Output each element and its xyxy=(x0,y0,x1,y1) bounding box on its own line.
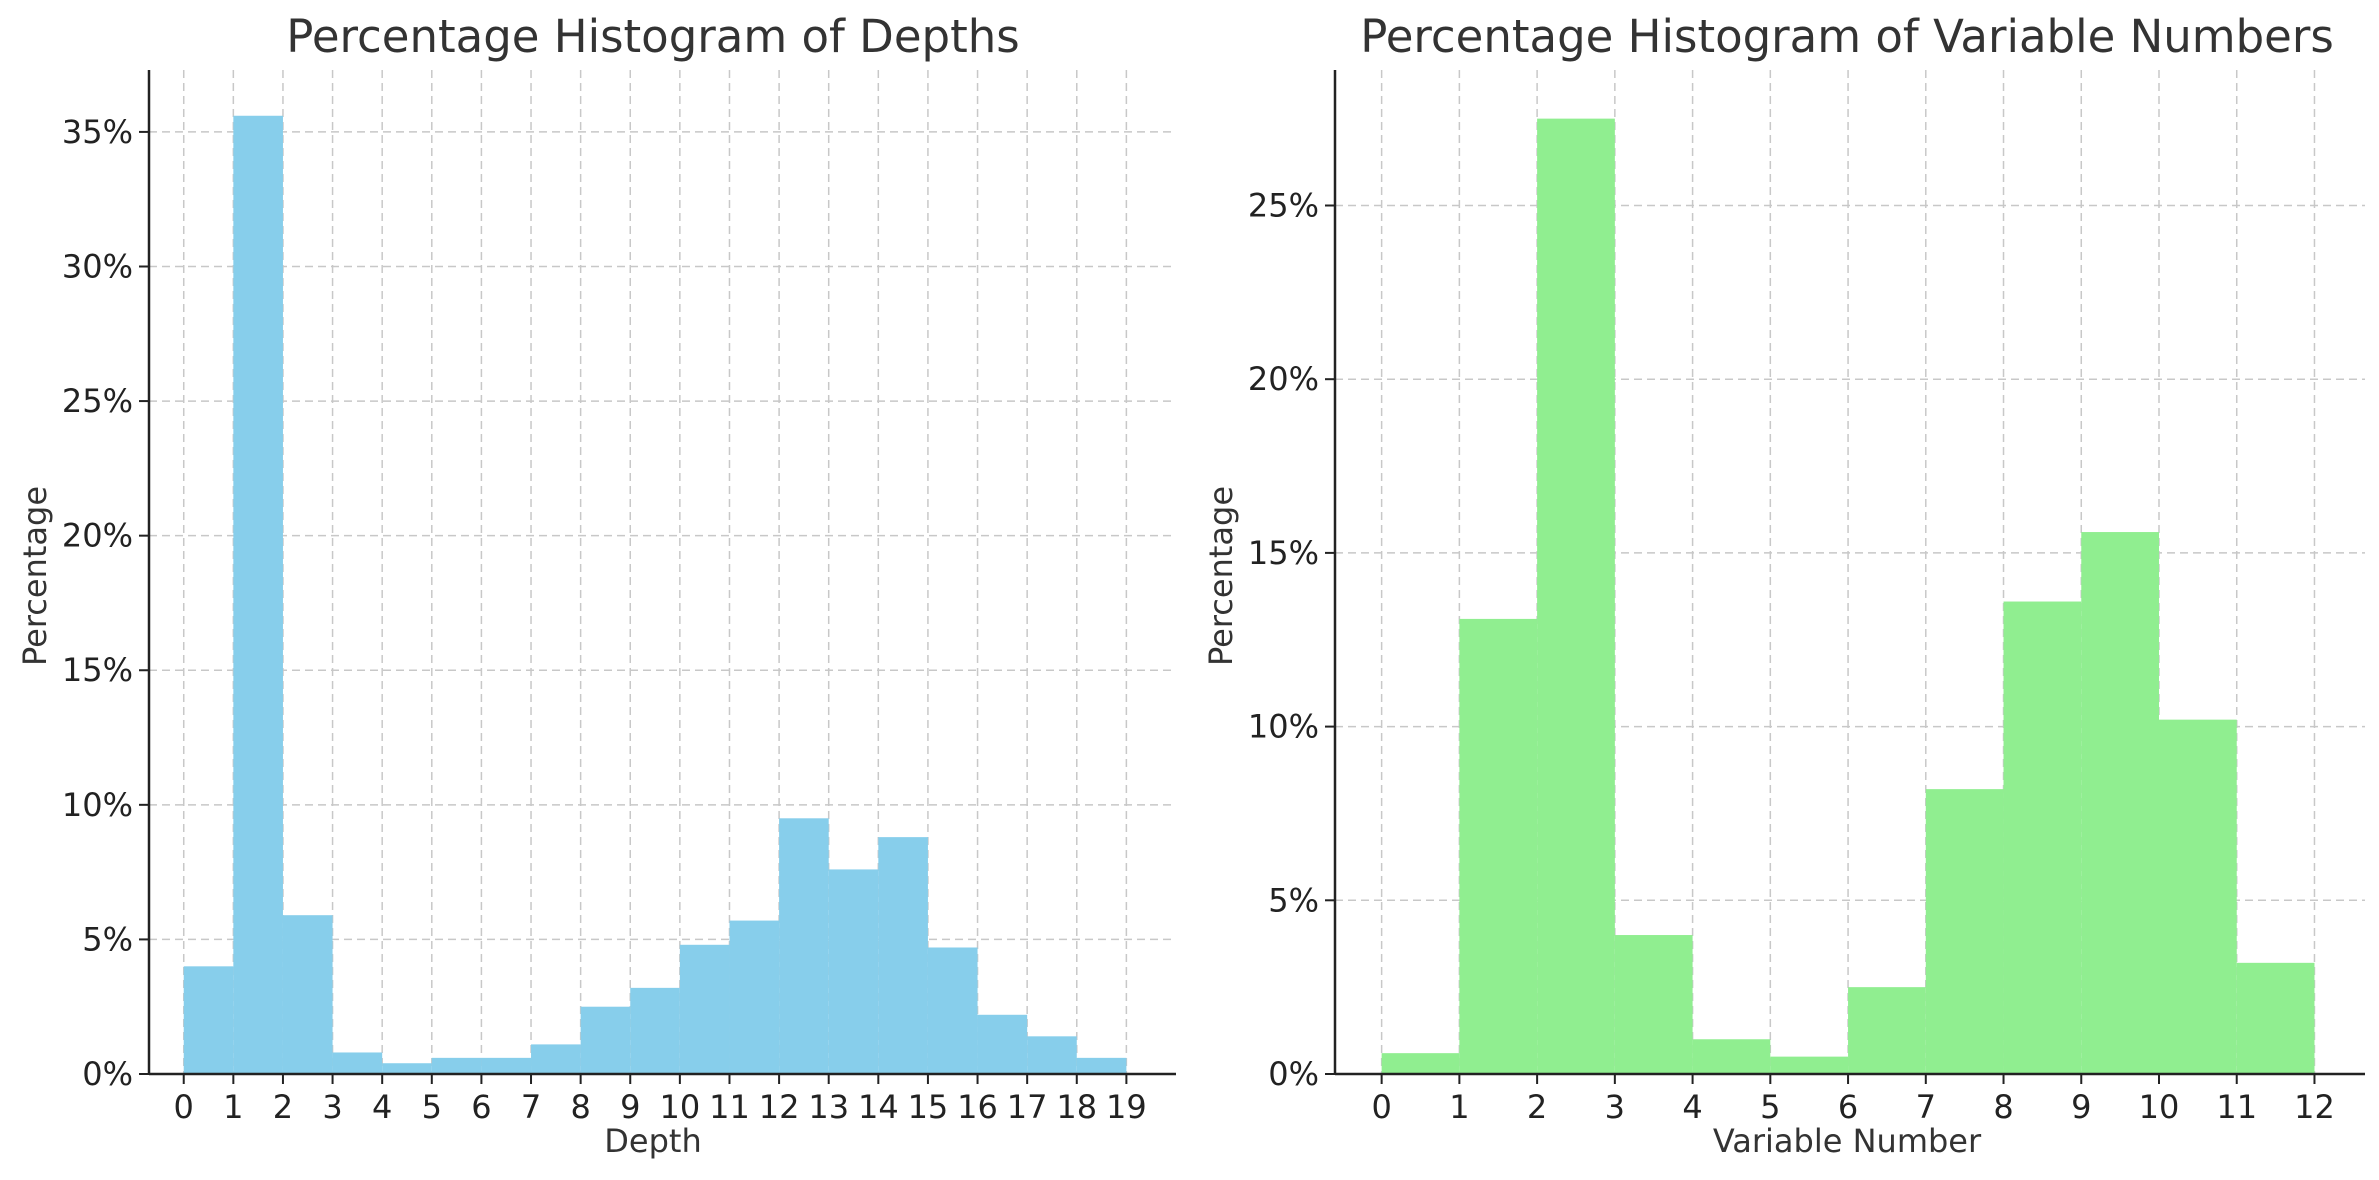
variable-number-x-tick-label: 8 xyxy=(1993,1088,2013,1126)
depth-x-axis-label: Depth xyxy=(604,1122,701,1160)
variable-number-y-tick-label: 15% xyxy=(1248,534,1319,572)
variable-number-x-tick-label: 6 xyxy=(1838,1088,1858,1126)
depth-x-tick-label: 14 xyxy=(858,1088,899,1126)
variable-number-bar xyxy=(2081,532,2159,1074)
variable-number-y-tick-label: 25% xyxy=(1248,186,1319,224)
variable-number-x-tick-label: 2 xyxy=(1527,1088,1547,1126)
depth-y-tick-label: 10% xyxy=(62,786,133,824)
depth-x-tick-label: 17 xyxy=(1007,1088,1048,1126)
variable-number-y-tick-label: 5% xyxy=(1268,881,1319,919)
depth-y-tick-label: 0% xyxy=(82,1055,133,1093)
depth-x-tick-label: 15 xyxy=(908,1088,949,1126)
depth-bar xyxy=(729,920,780,1074)
variable-number-x-tick-label: 0 xyxy=(1371,1088,1391,1126)
depth-y-axis-label: Percentage xyxy=(16,486,54,666)
variable-number-x-tick-label: 10 xyxy=(2139,1088,2180,1126)
variable-number-bar xyxy=(2236,962,2315,1074)
depth-x-tick-label: 8 xyxy=(570,1088,590,1126)
variable-number-x-tick-label: 11 xyxy=(2216,1088,2257,1126)
variable-number-bar xyxy=(1770,1056,1849,1074)
variable-number-y-tick-label: 0% xyxy=(1268,1055,1319,1093)
variable-number-x-tick-label: 9 xyxy=(2071,1088,2091,1126)
variable-number-x-tick-label: 12 xyxy=(2294,1088,2335,1126)
depth-chart-title: Percentage Histogram of Depths xyxy=(286,10,1019,63)
depth-x-tick-label: 10 xyxy=(660,1088,701,1126)
depth-y-tick-label: 15% xyxy=(62,651,133,689)
variable-number-y-tick-label: 10% xyxy=(1248,708,1319,746)
depth-x-tick-label: 3 xyxy=(322,1088,342,1126)
depth-x-tick-label: 1 xyxy=(223,1088,243,1126)
variable-number-x-tick-label: 3 xyxy=(1605,1088,1625,1126)
depth-axes: 0 1 2 3 4 5 6 7 8 9 10 11 12 13 14 15 16 17 18 190%5%10%15%… xyxy=(62,70,1176,1126)
variable-number-bar xyxy=(1614,935,1693,1074)
depth-bar xyxy=(233,115,283,1074)
depth-x-tick-label: 9 xyxy=(620,1088,640,1126)
variable-number-bar xyxy=(2159,719,2237,1074)
variable-number-y-tick-label: 20% xyxy=(1248,360,1319,398)
depth-y-tick-label: 20% xyxy=(62,517,133,555)
depth-bar xyxy=(779,818,829,1074)
depth-x-tick-label: 4 xyxy=(372,1088,392,1126)
variable-number-bar xyxy=(1692,1039,1771,1074)
depth-x-tick-label: 19 xyxy=(1106,1088,1147,1126)
variable-number-bar xyxy=(1848,987,1926,1074)
variable-number-x-tick-label: 4 xyxy=(1682,1088,1702,1126)
depth-x-tick-label: 6 xyxy=(471,1088,491,1126)
depth-x-tick-label: 13 xyxy=(808,1088,849,1126)
depth-bars xyxy=(183,115,1127,1074)
variable-number-axes: 0 1 2 3 4 5 6 7 8 9 10 11 120%5%10%15%20%25% xyxy=(1248,70,2365,1126)
depth-y-tick-label: 35% xyxy=(62,113,133,151)
depth-y-tick-label: 30% xyxy=(62,247,133,285)
depth-bar xyxy=(828,869,879,1074)
depth-x-tick-label: 12 xyxy=(759,1088,800,1126)
depth-x-tick-label: 7 xyxy=(521,1088,541,1126)
depth-bar xyxy=(878,837,928,1074)
depth-x-tick-label: 0 xyxy=(174,1088,194,1126)
variable-number-bar xyxy=(1537,118,1615,1075)
depth-bar xyxy=(580,1006,631,1074)
variable-number-y-axis-label: Percentage xyxy=(1202,486,1240,666)
depth-x-tick-label: 18 xyxy=(1056,1088,1097,1126)
depth-bar xyxy=(431,1057,482,1074)
depth-x-tick-label: 2 xyxy=(273,1088,293,1126)
variable-number-x-tick-label: 5 xyxy=(1760,1088,1780,1126)
depth-x-tick-label: 16 xyxy=(957,1088,998,1126)
variable-number-histogram: 0 1 2 3 4 5 6 7 8 9 10 11 120%5%10%15%20%25% Percent… xyxy=(1202,10,2365,1160)
variable-number-bar xyxy=(1925,789,2004,1074)
depth-bar xyxy=(332,1052,383,1074)
variable-number-bars xyxy=(1381,118,2315,1075)
depth-y-tick-label: 25% xyxy=(62,382,133,420)
depth-bar xyxy=(282,915,333,1074)
depth-x-tick-label: 11 xyxy=(709,1088,750,1126)
depth-bar xyxy=(630,987,680,1074)
depth-bar xyxy=(1027,1036,1077,1074)
depth-x-tick-label: 5 xyxy=(422,1088,442,1126)
depth-bar xyxy=(679,944,730,1074)
depth-bar xyxy=(977,1014,1028,1074)
variable-number-x-axis-label: Variable Number xyxy=(1713,1122,1982,1160)
depth-bar xyxy=(481,1057,532,1074)
depth-bar xyxy=(382,1063,432,1074)
variable-number-chart-title: Percentage Histogram of Variable Numbers xyxy=(1360,10,2334,63)
depth-y-tick-label: 5% xyxy=(82,920,133,958)
variable-number-bar xyxy=(1381,1053,1460,1074)
variable-number-bar xyxy=(1459,618,1538,1074)
variable-number-bar xyxy=(2003,601,2082,1074)
depth-bar xyxy=(927,947,978,1074)
depth-bar xyxy=(183,966,234,1074)
variable-number-x-tick-label: 7 xyxy=(1916,1088,1936,1126)
variable-number-x-tick-label: 1 xyxy=(1449,1088,1469,1126)
depth-histogram: 0 1 2 3 4 5 6 7 8 9 10 11 12 13 14 15 16 17 18 190%5%10%15%… xyxy=(16,10,1176,1160)
depth-bar xyxy=(531,1044,581,1074)
depth-bar xyxy=(1076,1057,1127,1074)
